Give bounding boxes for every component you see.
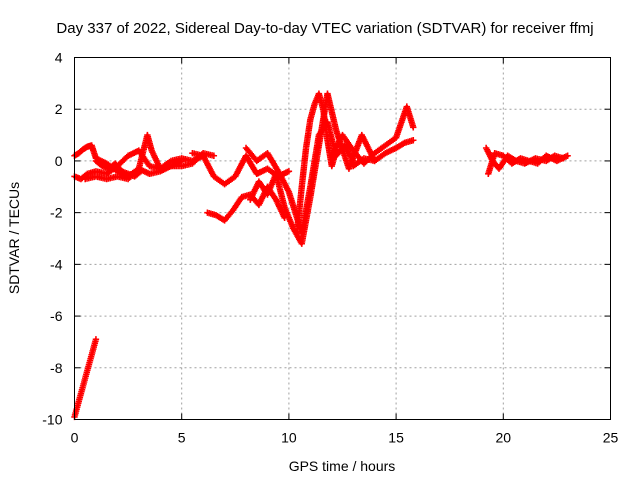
y-tick-label: 4 [55, 50, 63, 66]
y-tick-label: -2 [50, 205, 63, 221]
y-tick-label: 2 [55, 101, 63, 117]
tick-layer: 0 5 10 15 20 25 -10 -8 -6 -4 -2 0 2 4 [42, 50, 618, 446]
y-tick-label: -10 [42, 412, 62, 428]
series-arc-j [328, 103, 417, 167]
data-point [137, 168, 145, 175]
series-arc-d [92, 157, 145, 180]
y-axis-label: SDTVAR / TECUs [6, 182, 22, 294]
x-tick-label: 20 [496, 430, 512, 446]
data-point [410, 124, 417, 131]
y-tick-label: 0 [55, 153, 63, 169]
x-axis-label: GPS time / hours [289, 458, 396, 474]
chart-title: Day 337 of 2022, Sidereal Day-to-day VTE… [56, 20, 593, 37]
series-arc-c [82, 157, 185, 183]
data-point [210, 152, 218, 159]
series-arc-e [189, 149, 293, 188]
data-point [285, 168, 293, 175]
y-tick-label: -8 [50, 360, 63, 376]
x-tick-label: 25 [603, 430, 619, 446]
x-tick-label: 15 [388, 430, 404, 446]
x-tick-label: 5 [178, 430, 186, 446]
data-point [92, 336, 100, 343]
series-arc-f [204, 183, 288, 224]
x-tick-label: 0 [71, 430, 79, 446]
series-arc-k [350, 137, 417, 170]
data-point [564, 152, 571, 159]
x-tick-label: 10 [281, 430, 297, 446]
series-arc-descent [71, 336, 100, 421]
y-tick-label: -6 [50, 308, 63, 324]
data-point [136, 169, 143, 176]
series-arc-m [485, 149, 571, 178]
y-tick-label: -4 [50, 256, 63, 272]
grid-layer [74, 57, 611, 420]
data-point [410, 137, 417, 144]
series-arc-h [247, 90, 378, 247]
data-layer [71, 90, 571, 421]
data-point [178, 157, 185, 165]
plot-frame [74, 57, 611, 420]
